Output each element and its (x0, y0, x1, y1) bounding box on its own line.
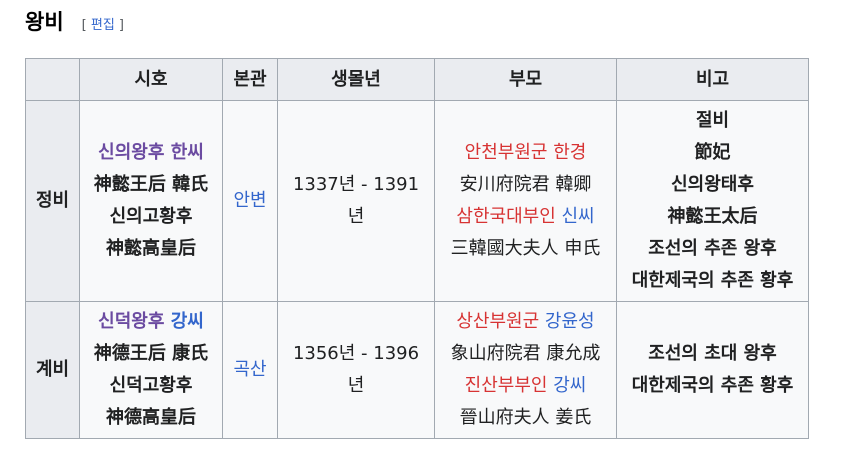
queens-table: 시호 본관 생몰년 부모 비고 정비 신의왕후 한씨 神懿王后 韓氏 신의고황후… (25, 58, 809, 439)
section-title: 왕비 (25, 10, 64, 34)
posthumous-name-line: 신의왕후 한씨 (88, 137, 214, 169)
posthumous-clan-link[interactable]: 한씨 (170, 142, 204, 163)
posthumous-name-line: 신덕왕후 강씨 (88, 306, 214, 338)
mother-line: 삼한국대부인 신씨 (443, 201, 608, 233)
later-title: 신덕고황후 (109, 375, 193, 396)
table-row: 계비 신덕왕후 강씨 神德王后 康氏 신덕고황후 神德高皇后 곡산 1356년 … (25, 301, 809, 439)
mother-title-link[interactable]: 진산부부인 (464, 375, 548, 396)
note-line: 신의왕태후 (671, 174, 754, 195)
mother-hanja: 三韓國大夫人 申氏 (450, 238, 601, 259)
lifespan-cell: 1337년 - 1391년 (277, 100, 435, 302)
edit-bracket-close: ] (118, 18, 124, 33)
rank-cell: 계비 (25, 301, 80, 439)
table-row: 정비 신의왕후 한씨 神懿王后 韓氏 신의고황후 神懿高皇后 안변 1337년 … (25, 100, 809, 302)
notes-cell: 조선의 초대 왕후 대한제국의 추존 황후 (616, 301, 809, 439)
clan-seat-cell: 안변 (222, 100, 278, 302)
later-title-hanja: 神懿高皇后 (106, 238, 196, 259)
posthumous-hanja: 神德王后 康氏 (93, 343, 209, 364)
clan-seat-link[interactable]: 곡산 (233, 359, 267, 380)
posthumous-name-link[interactable]: 신의왕후 (98, 142, 165, 163)
later-title: 신의고황후 (109, 206, 193, 227)
father-hanja: 象山府院君 康允成 (450, 343, 601, 364)
header-row: 시호 본관 생몰년 부모 비고 (25, 58, 809, 101)
rank-cell: 정비 (25, 100, 80, 302)
section-heading: 왕비 [ 편집 ] (25, 6, 124, 36)
note-line: 조선의 추존 왕후 (648, 238, 777, 259)
header-posthumous: 시호 (79, 58, 223, 101)
father-line: 상산부원군 강윤성 (443, 306, 608, 338)
header-lifespan: 생몰년 (277, 58, 435, 101)
header-corner (25, 58, 80, 101)
note-line: 조선의 초대 왕후 (648, 343, 777, 364)
posthumous-hanja: 神懿王后 韓氏 (93, 174, 209, 195)
note-line: 대한제국의 추존 황후 (631, 375, 794, 396)
header-clan-seat: 본관 (222, 58, 278, 101)
note-line: 神懿王太后 (667, 206, 758, 227)
parents-cell: 상산부원군 강윤성 象山府院君 康允成 진산부부인 강씨 晉山府夫人 姜氏 (434, 301, 617, 439)
father-name-link[interactable]: 강윤성 (544, 311, 595, 332)
clan-seat-cell: 곡산 (222, 301, 278, 439)
header-notes: 비고 (616, 58, 809, 101)
lifespan-cell: 1356년 - 1396년 (277, 301, 435, 439)
note-line: 節妃 (694, 142, 731, 163)
posthumous-cell: 신덕왕후 강씨 神德王后 康氏 신덕고황후 神德高皇后 (79, 301, 223, 439)
father-title-link[interactable]: 상산부원군 (456, 311, 540, 332)
father-line: 안천부원군 한경 (443, 137, 608, 169)
edit-link[interactable]: 편집 (90, 18, 115, 33)
mother-clan-link[interactable]: 신씨 (561, 206, 595, 227)
header-parents: 부모 (434, 58, 617, 101)
mother-title-link[interactable]: 삼한국대부인 (456, 206, 556, 227)
mother-clan-link[interactable]: 강씨 (553, 375, 587, 396)
mother-line: 진산부부인 강씨 (443, 370, 608, 402)
father-link[interactable]: 안천부원군 한경 (464, 142, 587, 163)
notes-cell: 절비 節妃 신의왕태후 神懿王太后 조선의 추존 왕후 대한제국의 추존 황후 (616, 100, 809, 302)
later-title-hanja: 神德高皇后 (106, 407, 196, 428)
father-hanja: 安川府院君 韓卿 (459, 174, 592, 195)
note-line: 대한제국의 추존 황후 (631, 270, 794, 291)
posthumous-clan-link[interactable]: 강씨 (170, 311, 204, 332)
parents-cell: 안천부원군 한경 安川府院君 韓卿 삼한국대부인 신씨 三韓國大夫人 申氏 (434, 100, 617, 302)
note-line: 절비 (695, 110, 730, 131)
clan-seat-link[interactable]: 안변 (233, 190, 267, 211)
posthumous-name-link[interactable]: 신덕왕후 (98, 311, 165, 332)
edit-section: [ 편집 ] (82, 14, 124, 33)
posthumous-cell: 신의왕후 한씨 神懿王后 韓氏 신의고황후 神懿高皇后 (79, 100, 223, 302)
edit-bracket-open: [ (81, 18, 87, 33)
mother-hanja: 晉山府夫人 姜氏 (459, 407, 592, 428)
